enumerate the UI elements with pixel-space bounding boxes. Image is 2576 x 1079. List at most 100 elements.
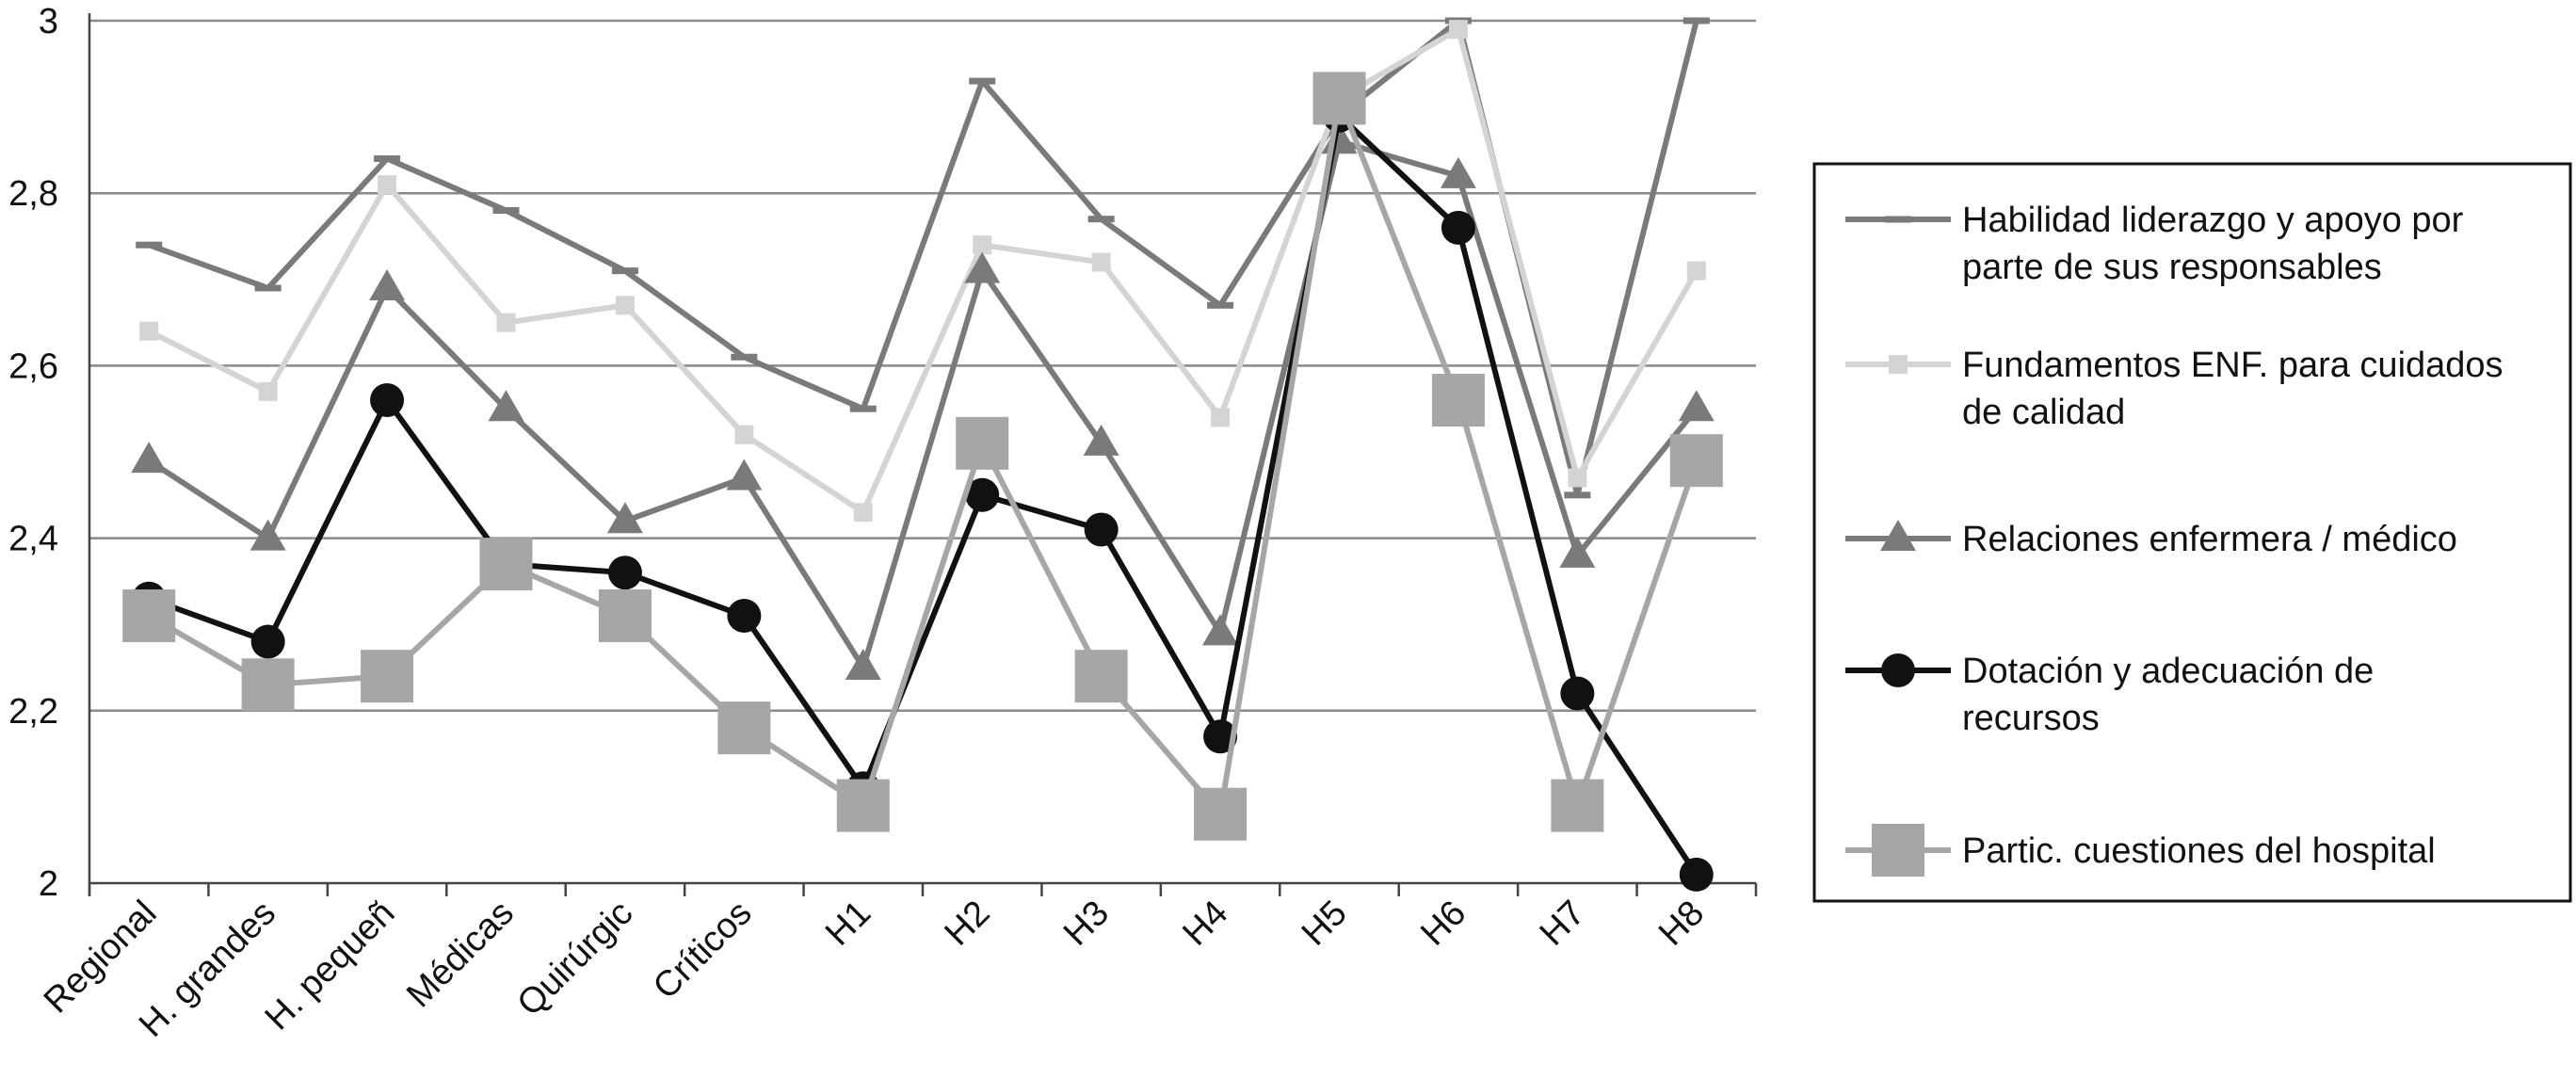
- data-point: [973, 235, 992, 255]
- data-point: [378, 175, 397, 195]
- data-point: [734, 425, 754, 444]
- data-point: [611, 267, 638, 275]
- y-tick-label: 2,6: [8, 346, 58, 386]
- series-line: [148, 112, 1699, 877]
- x-tick-label: H. pequeñ: [258, 894, 403, 1039]
- series-group: [122, 17, 1723, 892]
- x-tick-label: H8: [1651, 894, 1712, 954]
- data-point: [1207, 301, 1234, 309]
- data-point: [1560, 676, 1595, 711]
- x-tick-label: Médicas: [399, 894, 522, 1016]
- data-point: [965, 477, 1000, 512]
- data-point: [1448, 20, 1468, 40]
- data-point: [488, 390, 524, 422]
- data-point: [727, 599, 762, 634]
- legend-label: Partic. cuestiones del hospital: [1962, 831, 2436, 871]
- data-point: [131, 442, 168, 474]
- data-point: [1564, 491, 1591, 499]
- x-tick-label: H1: [818, 894, 878, 954]
- x-tick-label: H2: [938, 894, 998, 954]
- x-tick-label: H7: [1533, 894, 1593, 954]
- legend-marker: [1885, 216, 1911, 223]
- data-point: [122, 589, 176, 643]
- data-point: [731, 353, 758, 361]
- x-tick-label: Quirúrgic: [510, 894, 641, 1024]
- series-2: [139, 20, 1706, 523]
- data-point: [1211, 408, 1231, 427]
- legend-label: Relaciones enfermera / médico: [1962, 520, 2457, 559]
- data-point: [1312, 72, 1366, 125]
- y-tick-label: 2,2: [8, 692, 58, 732]
- legend-entry: Relaciones enfermera / médico: [1845, 520, 2457, 559]
- series-5: [122, 72, 1723, 841]
- data-point: [1441, 210, 1475, 245]
- data-point: [1679, 857, 1714, 892]
- legend-label: de calidad: [1962, 393, 2125, 432]
- legend-label: Dotación y adecuación de: [1962, 652, 2374, 691]
- data-point: [1559, 536, 1596, 568]
- data-point: [241, 658, 295, 712]
- y-tick-label: 3: [39, 2, 58, 41]
- series-line: [147, 26, 1699, 516]
- data-point: [1087, 216, 1115, 223]
- data-point: [254, 284, 282, 292]
- data-point: [370, 383, 405, 418]
- data-point: [849, 405, 877, 412]
- data-point: [1686, 261, 1706, 281]
- y-tick-label: 2,8: [8, 174, 58, 214]
- data-point: [1194, 787, 1248, 841]
- data-point: [1568, 468, 1587, 488]
- data-point: [1091, 252, 1111, 272]
- data-point: [1682, 17, 1710, 24]
- data-point: [1202, 614, 1239, 646]
- data-point: [606, 502, 643, 534]
- data-point: [250, 519, 286, 551]
- data-point: [1440, 156, 1476, 188]
- series-line: [147, 138, 1699, 670]
- legend-marker: [1889, 355, 1908, 374]
- x-tick-label: H5: [1295, 894, 1355, 954]
- legend-marker: [1881, 653, 1915, 687]
- data-point: [1669, 434, 1723, 488]
- legend-marker: [1880, 520, 1916, 551]
- data-point: [607, 556, 642, 590]
- y-tick-label: 2: [39, 864, 58, 904]
- data-point: [853, 503, 873, 523]
- x-tick-label: Regional: [37, 894, 165, 1022]
- legend-entry: Fundamentos ENF. para cuidados de calidad: [1845, 346, 2504, 432]
- legend-box: [1812, 162, 2572, 903]
- data-point: [598, 589, 652, 643]
- legend: Habilidad liderazgo y apoyo por parte de …: [1812, 162, 2572, 903]
- axes: [88, 13, 1758, 896]
- series-3: [131, 122, 1715, 680]
- data-point: [1084, 512, 1119, 547]
- legend-label: parte de sus responsables: [1962, 248, 2382, 287]
- data-point: [1083, 424, 1119, 456]
- legend-entry: Partic. cuestiones del hospital: [1845, 824, 2436, 877]
- data-point: [1074, 650, 1128, 703]
- data-point: [258, 381, 278, 401]
- data-point: [250, 624, 285, 659]
- y-axis-ticks: 2 2,2 2,4 2,6 2,8 3: [8, 2, 58, 904]
- data-point: [726, 459, 763, 491]
- x-tick-label: Críticos: [646, 894, 760, 1007]
- data-point: [717, 701, 771, 755]
- data-point: [1551, 779, 1604, 832]
- data-point: [845, 649, 881, 680]
- data-point: [1203, 719, 1238, 754]
- data-point: [136, 241, 163, 249]
- data-point: [956, 416, 1009, 470]
- legend-entry: Dotación y adecuación de recursos: [1845, 652, 2374, 738]
- data-point: [492, 207, 520, 215]
- legend-entry: Habilidad liderazgo y apoyo por parte de …: [1845, 201, 2464, 287]
- series-line: [148, 18, 1699, 498]
- data-point: [615, 296, 635, 315]
- data-point: [139, 321, 159, 341]
- data-point: [964, 251, 1001, 283]
- legend-marker: [1872, 824, 1924, 877]
- gridlines: [89, 19, 1756, 713]
- data-point: [374, 155, 401, 163]
- y-tick-label: 2,4: [8, 520, 58, 559]
